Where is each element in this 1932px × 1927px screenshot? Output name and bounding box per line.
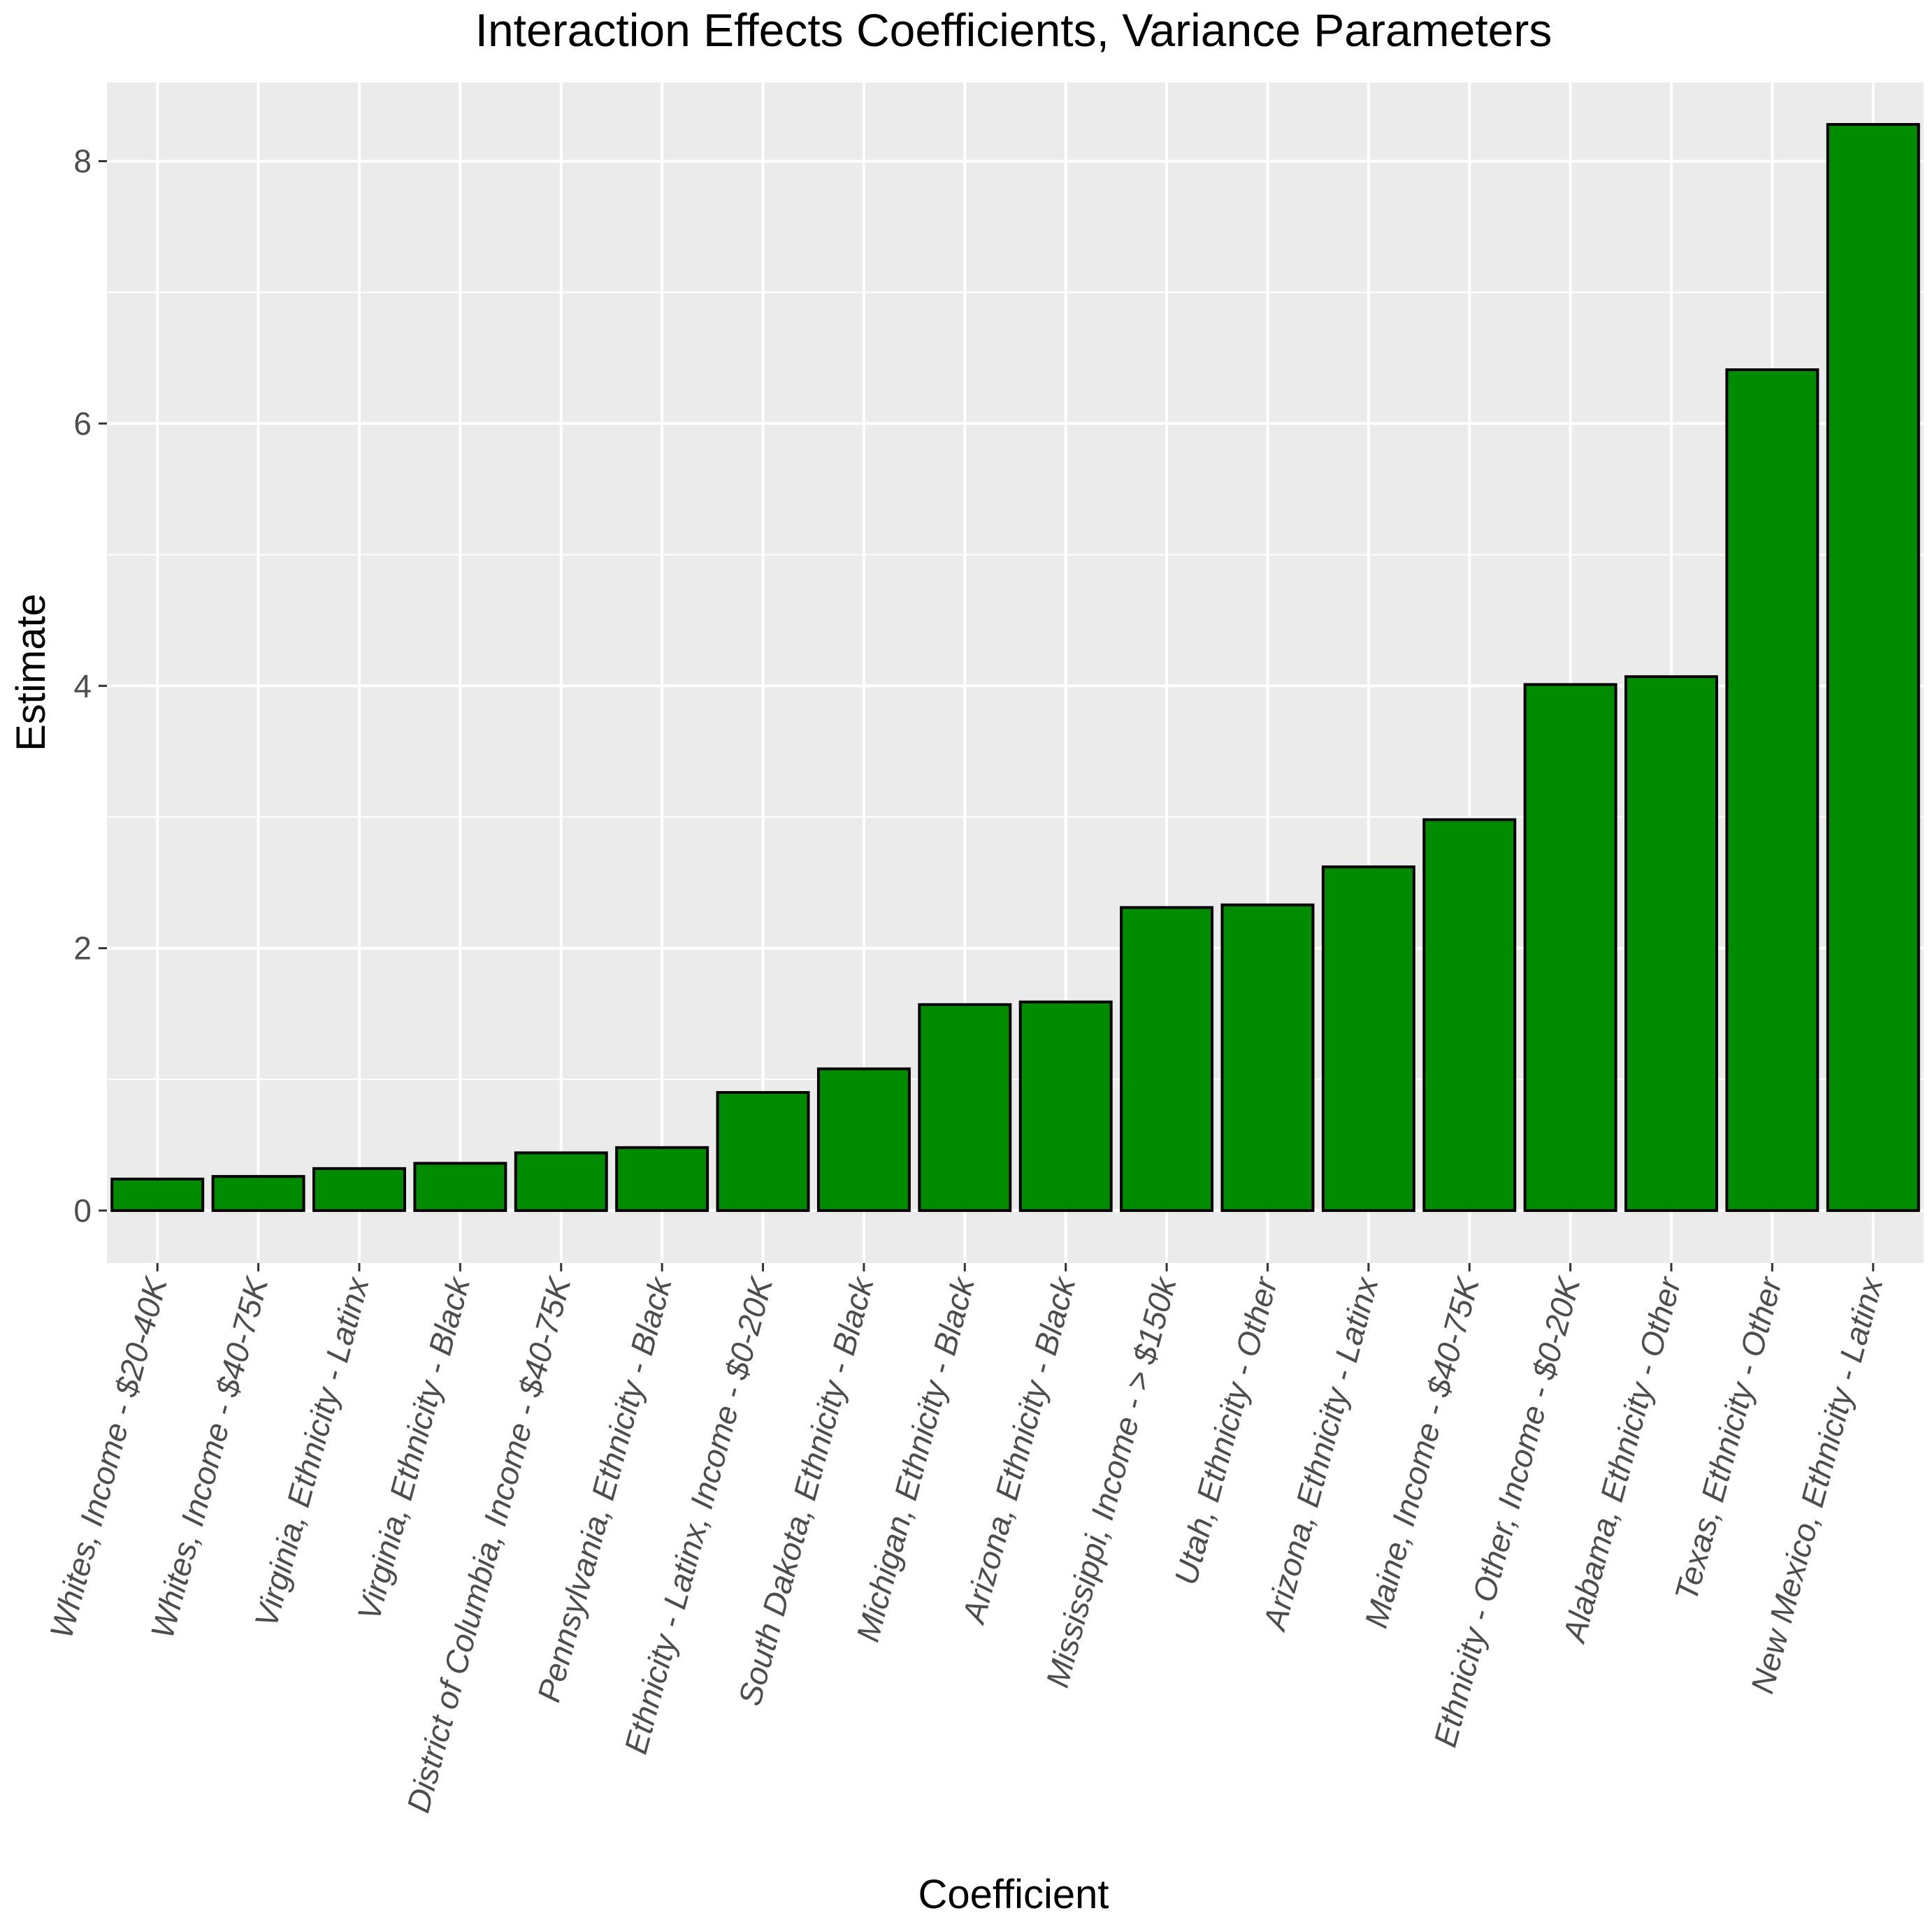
y-tick-label: 8 bbox=[73, 143, 92, 180]
bar bbox=[1220, 903, 1315, 1212]
x-tick-label: Virginia, Ethnicity - Latinx bbox=[247, 1272, 376, 1631]
x-tick-label: Utah, Ethnicity - Other bbox=[1167, 1273, 1285, 1589]
x-tick-label: Whites, Income - $40-75K bbox=[143, 1272, 275, 1642]
bar bbox=[918, 1003, 1012, 1212]
bar bbox=[1523, 683, 1617, 1212]
y-axis: 0 2 4 6 8 bbox=[73, 143, 107, 1229]
bar bbox=[716, 1091, 810, 1212]
bar bbox=[1321, 865, 1415, 1212]
bar bbox=[816, 1067, 911, 1212]
y-tick-label: 6 bbox=[73, 405, 92, 442]
x-tick-label: Arizona, Ethnicity - Black bbox=[955, 1272, 1083, 1629]
x-tick-label: Texas, Ethnicity - Other bbox=[1668, 1273, 1789, 1605]
bar bbox=[110, 1177, 205, 1212]
bar bbox=[1018, 1000, 1113, 1212]
y-axis-title: Estimate bbox=[8, 593, 54, 751]
bar bbox=[312, 1167, 406, 1212]
minor-gridlines bbox=[107, 291, 1924, 1081]
bar bbox=[1422, 818, 1517, 1212]
x-tick-label: Whites, Income - $20-40K bbox=[43, 1272, 174, 1642]
bar bbox=[1725, 368, 1819, 1212]
y-tick-label: 4 bbox=[73, 667, 92, 704]
x-tick-label: Arizona, Ethnicity - Latinx bbox=[1255, 1272, 1385, 1636]
x-tick-label: Virginia, Ethnicity - Black bbox=[350, 1272, 477, 1624]
bar bbox=[514, 1151, 608, 1212]
y-tick-label: 0 bbox=[73, 1192, 92, 1229]
x-tick-label: Maine, Income - $40-75K bbox=[1357, 1272, 1487, 1632]
x-axis-title: Coefficient bbox=[918, 1872, 1109, 1917]
bars bbox=[110, 123, 1920, 1212]
plot-panel bbox=[107, 82, 1924, 1263]
bar bbox=[615, 1146, 709, 1212]
bar bbox=[1624, 675, 1719, 1212]
y-tick-label: 2 bbox=[73, 930, 92, 967]
bar bbox=[1826, 123, 1920, 1212]
bar bbox=[1120, 906, 1214, 1212]
bar bbox=[413, 1162, 507, 1212]
bar bbox=[211, 1175, 305, 1212]
chart-title: Interaction Effects Coefficients, Varian… bbox=[475, 4, 1552, 56]
